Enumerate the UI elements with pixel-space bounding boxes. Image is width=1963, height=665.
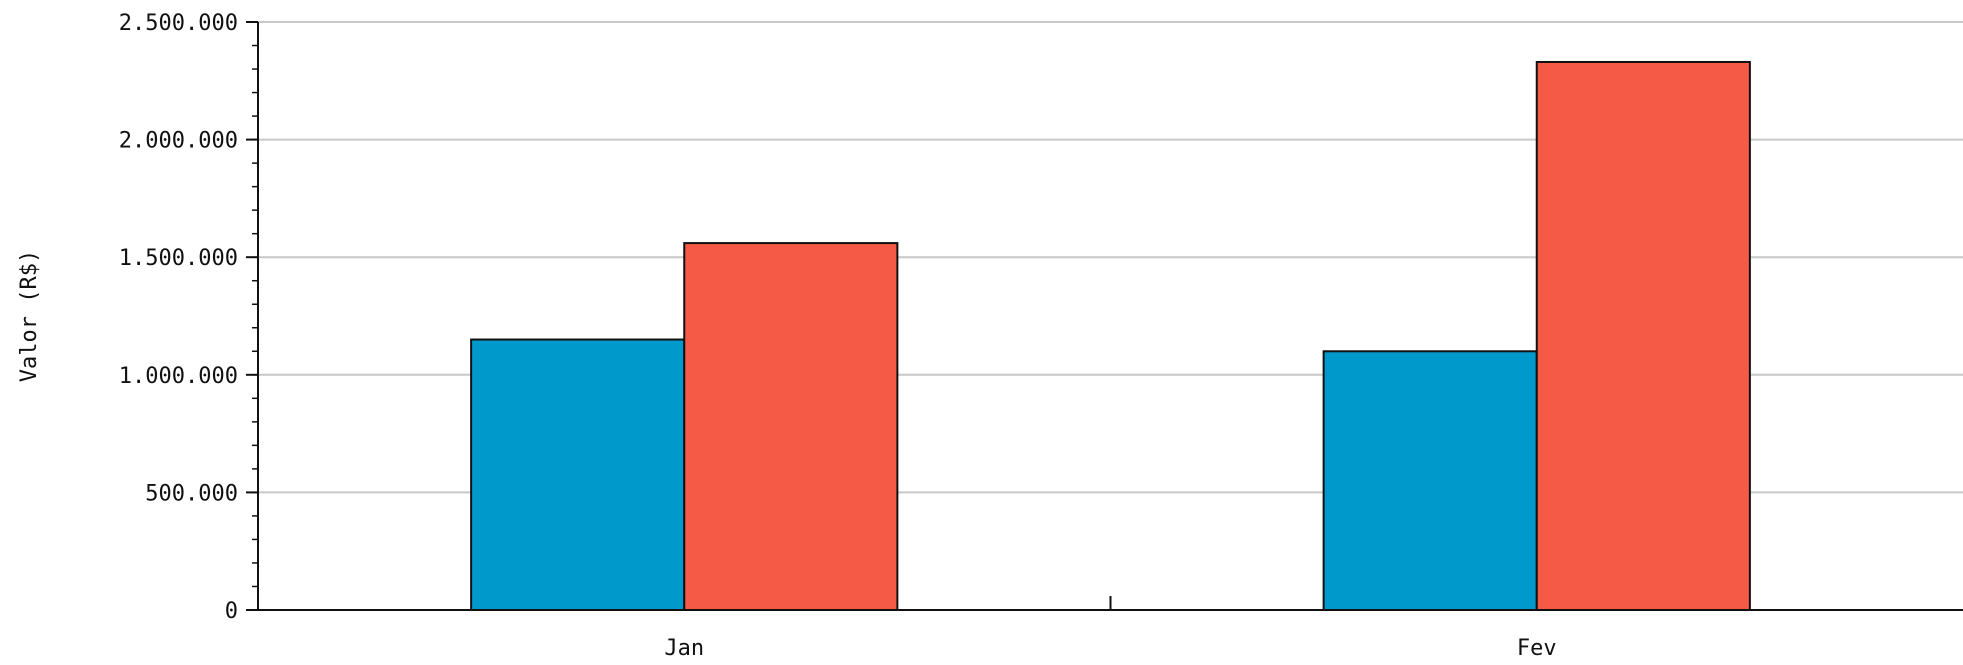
bars [470, 60, 1751, 611]
y-tick-label: 1.500.000 [119, 246, 238, 271]
y-axis-title: Valor (R$) [17, 250, 42, 382]
bar [683, 242, 899, 611]
x-category-label: Jan [664, 636, 704, 661]
bar [1535, 60, 1751, 611]
y-tick-label: 1.000.000 [119, 364, 238, 389]
y-tick-label: 0 [225, 599, 238, 624]
y-tick-label: 2.000.000 [119, 129, 238, 154]
x-category-label: Fev [1517, 636, 1557, 661]
bar [1322, 350, 1538, 611]
axes [257, 22, 1963, 611]
y-tick-label: 2.500.000 [119, 11, 238, 36]
y-tick-label: 500.000 [145, 481, 238, 506]
x-category-labels: Jan Fev [664, 636, 1556, 661]
y-tick-labels: 0 500.000 1.000.000 1.500.000 2.000.000 2.500… [119, 11, 238, 624]
bar [470, 338, 686, 611]
